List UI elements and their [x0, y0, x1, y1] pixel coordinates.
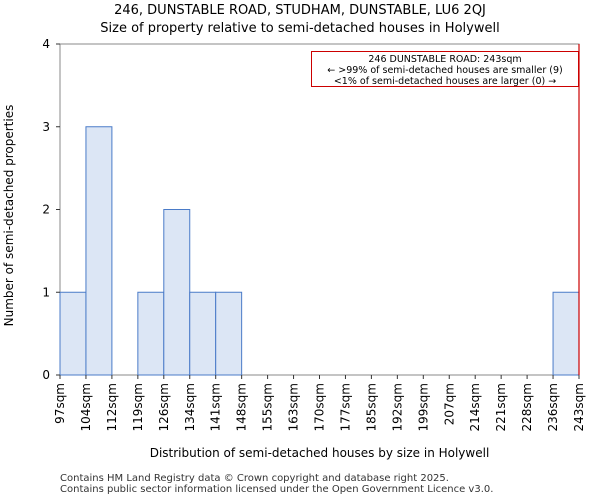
y-tick-label-0: 0 [42, 368, 50, 382]
x-tick-label-97sqm: 97sqm [53, 383, 67, 424]
x-tick-label-155sqm: 155sqm [261, 383, 275, 431]
bar-97sqm [59, 291, 87, 376]
x-tick-label-185sqm: 185sqm [364, 383, 378, 431]
x-tick-label-134sqm: 134sqm [183, 383, 197, 431]
property-annotation-box: 246 DUNSTABLE ROAD: 243sqm ← >99% of sem… [311, 51, 579, 87]
bar-119sqm [137, 291, 165, 376]
x-tick-label-170sqm: 170sqm [313, 383, 327, 431]
x-tick-label-126sqm: 126sqm [157, 383, 171, 431]
chart-title-address: 246, DUNSTABLE ROAD, STUDHAM, DUNSTABLE,… [114, 3, 486, 18]
bar-236sqm [552, 291, 580, 376]
bar-134sqm [189, 291, 217, 376]
x-tick-label-207qm: 207qm [442, 383, 456, 425]
chart-subtitle: Size of property relative to semi-detach… [100, 21, 500, 36]
y-tick-label-2: 2 [42, 203, 50, 217]
x-tick-label-243sqm: 243sqm [572, 383, 586, 431]
y-tick-label-3: 3 [42, 120, 50, 134]
x-tick-label-214sqm: 214sqm [468, 383, 482, 431]
x-tick-label-112sqm: 112sqm [105, 383, 119, 431]
annotation-line-2: ← >99% of semi-detached houses are small… [327, 65, 563, 76]
x-tick-label-228sqm: 228sqm [520, 383, 534, 431]
footer-licence: Contains public sector information licen… [60, 484, 494, 495]
x-tick-label-148sqm: 148sqm [235, 383, 249, 431]
bar-chart: 0 1 2 3 4 97sqm 104sqm 112sqm 119sqm 126sqm 134sqm… [2, 37, 586, 460]
annotation-line-3: <1% of semi-detached houses are larger (… [333, 76, 557, 87]
x-tick-label-192sqm: 192sqm [390, 383, 404, 431]
bar-104sqm [85, 126, 113, 376]
x-tick-label-177sqm: 177sqm [338, 383, 352, 431]
x-tick-label-199sqm: 199sqm [416, 383, 430, 431]
y-axis-label: Number of semi-detached properties [2, 105, 16, 327]
y-tick-label-1: 1 [42, 285, 50, 299]
footer-copyright: Contains HM Land Registry data © Crown c… [60, 473, 449, 484]
bar-126sqm [163, 209, 191, 376]
x-tick-label-119sqm: 119sqm [131, 383, 145, 431]
x-tick-label-104sqm: 104sqm [79, 383, 93, 431]
x-tick-label-221sqm: 221sqm [494, 383, 508, 431]
x-tick-label-163sqm: 163sqm [287, 383, 301, 431]
y-tick-label-4: 4 [42, 37, 50, 51]
x-axis-label: Distribution of semi-detached houses by … [150, 446, 490, 460]
annotation-line-1: 246 DUNSTABLE ROAD: 243sqm [368, 54, 522, 65]
x-tick-label-141sqm: 141sqm [209, 383, 223, 431]
bar-141sqm [215, 291, 243, 376]
x-tick-label-236sqm: 236sqm [546, 383, 560, 431]
